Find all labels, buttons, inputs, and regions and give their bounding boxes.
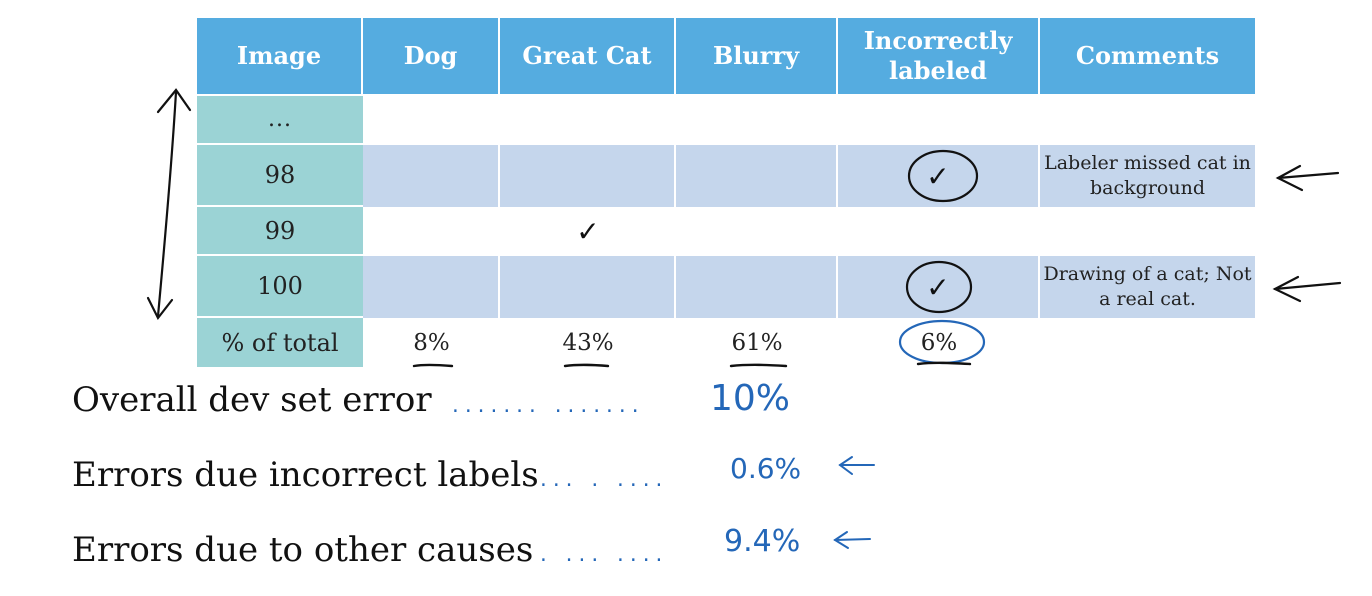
cell-98-blurry	[676, 145, 838, 207]
cell-98-incorrect-check: ✓	[838, 145, 1040, 207]
summary-label-overall: Overall dev set error	[72, 380, 432, 420]
underline-marks	[412, 361, 972, 368]
cell-100-comment: Drawing of a cat; Not a real cat.	[1040, 256, 1255, 318]
cell-100-dog	[363, 256, 500, 318]
summary-label-other: Errors due to other causes	[72, 530, 534, 570]
cell-100-blurry	[676, 256, 838, 318]
leader-dots: ... . ....	[538, 470, 667, 491]
header-image: Image	[197, 18, 363, 94]
row-label-98: 98	[197, 145, 363, 207]
cell-100-incorrect-check: ✓	[838, 256, 1040, 318]
summary-value-other: 9.4%	[724, 524, 801, 559]
cell-100-great-cat	[500, 256, 676, 318]
leader-dots: . ... ....	[538, 545, 667, 566]
highlight-oval-icon	[898, 319, 986, 365]
summary-value-overall: 10%	[710, 378, 791, 419]
row-label-ellipsis: ...	[197, 96, 363, 145]
row-label-100: 100	[197, 256, 363, 318]
header-great-cat: Great Cat	[500, 18, 676, 94]
cell-98-comment: Labeler missed cat in background	[1040, 145, 1255, 207]
header-comments: Comments	[1040, 18, 1255, 94]
blue-left-arrow-icon	[838, 456, 875, 475]
header-blurry: Blurry	[676, 18, 838, 94]
total-incorrect: 6%	[920, 329, 958, 356]
total-great-cat: 43%	[562, 329, 614, 356]
cell-99-great-cat-check: ✓	[500, 207, 676, 256]
blue-left-arrow-icon	[833, 531, 871, 549]
check-circle-icon	[907, 149, 979, 203]
cell-98-dog	[363, 145, 500, 207]
total-blurry: 61%	[731, 329, 783, 356]
leader-dots: ....... .......	[450, 396, 643, 417]
summary-label-incorrect: Errors due incorrect labels	[72, 455, 539, 495]
total-dog: 8%	[413, 329, 450, 356]
left-arrow-icon	[1272, 275, 1342, 303]
header-incorrectly-labeled: Incorrectly labeled	[838, 18, 1040, 94]
row-label-99: 99	[197, 207, 363, 256]
vertical-double-arrow-icon	[146, 88, 192, 321]
header-dog: Dog	[363, 18, 500, 94]
cell-98-great-cat	[500, 145, 676, 207]
row-label-total: % of total	[197, 318, 363, 367]
summary-value-incorrect: 0.6%	[730, 452, 802, 485]
left-arrow-icon	[1275, 164, 1340, 192]
check-circle-icon	[905, 260, 973, 314]
